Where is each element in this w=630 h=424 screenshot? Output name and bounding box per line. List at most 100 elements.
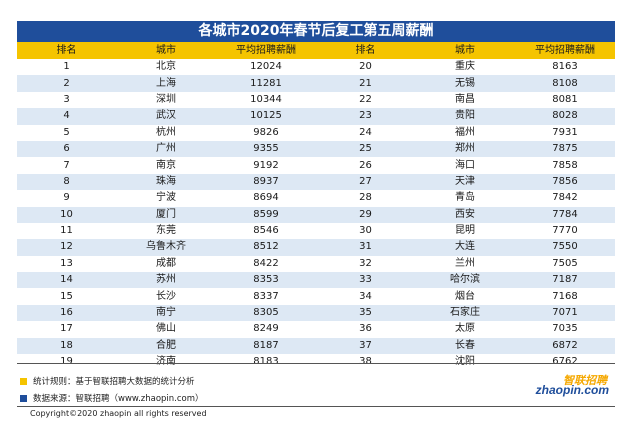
cell-pay-right: 8108 — [515, 75, 615, 92]
cell-city-left: 上海 — [116, 75, 216, 92]
table-row: 8 珠海 8937 27 天津 7856 — [17, 173, 615, 191]
cell-city-right: 贵阳 — [415, 108, 515, 125]
cell-rank-right: 32 — [316, 255, 415, 273]
cell-pay-left: 9192 — [216, 157, 316, 174]
cell-city-left: 广州 — [116, 140, 216, 158]
cell-city-right: 海口 — [415, 157, 515, 174]
cell-rank-right: 30 — [316, 222, 415, 240]
cell-rank-left: 7 — [17, 157, 116, 174]
table-row: 16 南宁 8305 35 石家庄 7071 — [17, 304, 615, 322]
cell-city-right: 长春 — [415, 337, 515, 355]
cell-rank-left: 1 — [17, 59, 116, 76]
cell-city-left: 厦门 — [116, 206, 216, 223]
note-data-source: 数据来源：智联招聘（www.zhaopin.com） — [20, 392, 204, 404]
cell-city-right: 哈尔滨 — [415, 272, 515, 289]
cell-pay-left: 8599 — [216, 206, 316, 223]
salary-ranking-table: 排名 城市 平均招聘薪酬 排名 城市 平均招聘薪酬 1 北京 12024 20 重庆 81… — [17, 42, 615, 371]
table-row: 7 南京 9192 26 海口 7858 — [17, 157, 615, 174]
cell-pay-left: 9826 — [216, 124, 316, 141]
cell-pay-right: 7550 — [515, 239, 615, 256]
cell-pay-left: 8937 — [216, 173, 316, 191]
cell-rank-right: 22 — [316, 91, 415, 109]
cell-city-right: 大连 — [415, 239, 515, 256]
cell-rank-right: 35 — [316, 304, 415, 322]
note-stat-rule-text: 统计规则：基于智联招聘大数据的统计分析 — [33, 377, 195, 387]
cell-pay-left: 10344 — [216, 91, 316, 109]
cell-pay-right: 7505 — [515, 255, 615, 273]
cell-rank-left: 11 — [17, 222, 116, 240]
cell-rank-left: 4 — [17, 108, 116, 125]
table-row: 6 广州 9355 25 郑州 7875 — [17, 140, 615, 158]
cell-city-left: 合肥 — [116, 337, 216, 355]
cell-pay-right: 7784 — [515, 206, 615, 223]
cell-city-left: 深圳 — [116, 91, 216, 109]
cell-rank-right: 36 — [316, 321, 415, 338]
cell-city-right: 沈阳 — [415, 354, 515, 371]
cell-city-right: 无锡 — [415, 75, 515, 92]
cell-pay-right: 7875 — [515, 140, 615, 158]
cell-pay-left: 11281 — [216, 75, 316, 92]
header-rank-right: 排名 — [316, 42, 415, 59]
table-row: 2 上海 11281 21 无锡 8108 — [17, 75, 615, 92]
cell-pay-left: 8353 — [216, 272, 316, 289]
yellow-square-icon — [20, 377, 27, 385]
cell-pay-right: 7071 — [515, 304, 615, 322]
cell-city-right: 南昌 — [415, 91, 515, 109]
cell-rank-left: 8 — [17, 173, 116, 191]
cell-pay-left: 8546 — [216, 222, 316, 240]
cell-rank-right: 25 — [316, 140, 415, 158]
cell-city-right: 烟台 — [415, 288, 515, 305]
cell-rank-right: 29 — [316, 206, 415, 223]
table-title: 各城市2020年春节后复工第五周薪酬 — [17, 21, 615, 42]
cell-pay-right: 6762 — [515, 354, 615, 371]
cell-pay-right: 7856 — [515, 173, 615, 191]
cell-rank-left: 12 — [17, 239, 116, 256]
note-stat-rule: 统计规则：基于智联招聘大数据的统计分析 — [20, 375, 195, 387]
cell-rank-right: 21 — [316, 75, 415, 92]
table-row: 13 成都 8422 32 兰州 7505 — [17, 255, 615, 273]
cell-rank-right: 20 — [316, 59, 415, 76]
cell-rank-left: 15 — [17, 288, 116, 305]
cell-rank-right: 37 — [316, 337, 415, 355]
cell-city-right: 天津 — [415, 173, 515, 191]
cell-city-right: 福州 — [415, 124, 515, 141]
cell-pay-left: 9355 — [216, 140, 316, 158]
cell-pay-left: 8512 — [216, 239, 316, 256]
cell-rank-right: 34 — [316, 288, 415, 305]
logo-cn-text: 智联招聘 — [563, 374, 607, 387]
cell-pay-right: 7187 — [515, 272, 615, 289]
cell-pay-right: 8028 — [515, 108, 615, 125]
table-row: 5 杭州 9826 24 福州 7931 — [17, 124, 615, 141]
header-pay-left: 平均招聘薪酬 — [216, 42, 316, 59]
cell-rank-left: 18 — [17, 337, 116, 355]
cell-city-right: 兰州 — [415, 255, 515, 273]
cell-city-left: 南京 — [116, 157, 216, 174]
cell-city-left: 东莞 — [116, 222, 216, 240]
table-row: 9 宁波 8694 28 青岛 7842 — [17, 190, 615, 207]
cell-city-left: 长沙 — [116, 288, 216, 305]
cell-rank-left: 9 — [17, 190, 116, 207]
cell-pay-left: 8337 — [216, 288, 316, 305]
cell-city-right: 太原 — [415, 321, 515, 338]
header-pay-right: 平均招聘薪酬 — [515, 42, 615, 59]
cell-city-left: 杭州 — [116, 124, 216, 141]
cell-pay-right: 7035 — [515, 321, 615, 338]
cell-pay-left: 10125 — [216, 108, 316, 125]
cell-pay-left: 8187 — [216, 337, 316, 355]
cell-city-right: 青岛 — [415, 190, 515, 207]
cell-city-right: 石家庄 — [415, 304, 515, 322]
cell-rank-right: 31 — [316, 239, 415, 256]
blue-square-icon — [20, 394, 27, 402]
cell-pay-left: 8694 — [216, 190, 316, 207]
cell-rank-left: 2 — [17, 75, 116, 92]
cell-rank-left: 14 — [17, 272, 116, 289]
cell-rank-right: 38 — [316, 354, 415, 371]
cell-city-left: 南宁 — [116, 304, 216, 322]
cell-city-left: 乌鲁木齐 — [116, 239, 216, 256]
cell-rank-right: 28 — [316, 190, 415, 207]
cell-rank-right: 23 — [316, 108, 415, 125]
cell-rank-left: 13 — [17, 255, 116, 273]
zhaopin-logo: 智联招聘 zhaopin.com — [527, 372, 609, 402]
cell-city-right: 西安 — [415, 206, 515, 223]
cell-rank-right: 24 — [316, 124, 415, 141]
